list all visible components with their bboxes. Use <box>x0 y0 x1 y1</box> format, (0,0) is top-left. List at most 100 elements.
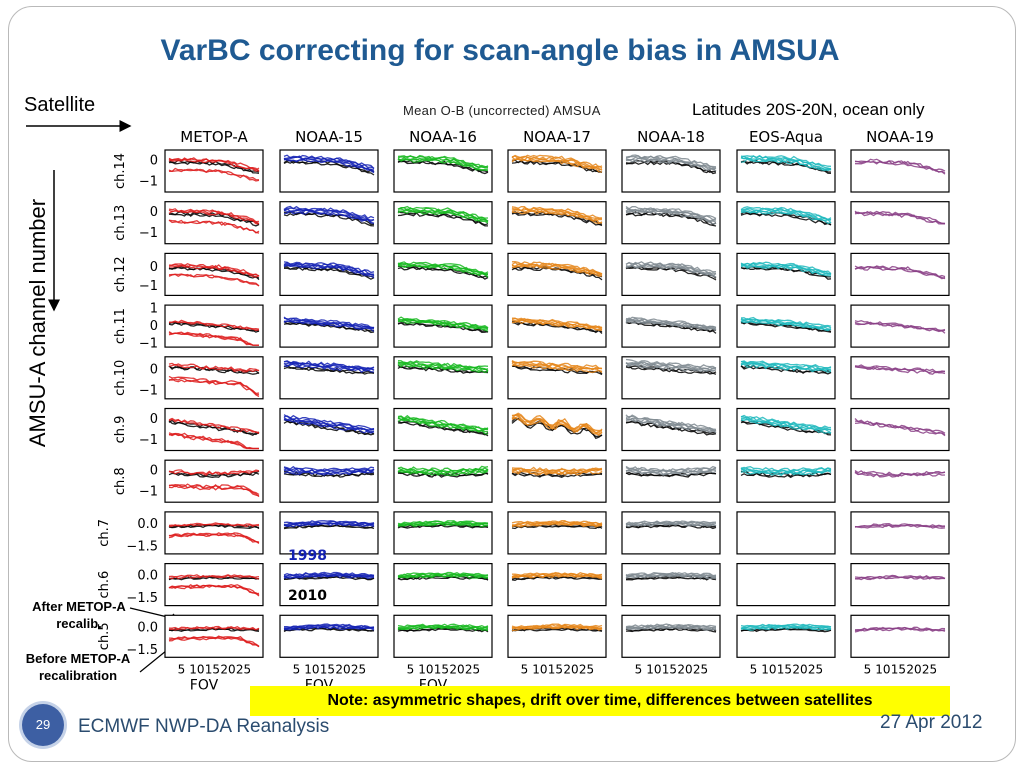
series-line <box>625 358 717 369</box>
y-tick-label: 0.0 <box>137 569 158 584</box>
series-line <box>398 320 489 332</box>
chart-title: Mean O-B (uncorrected) AMSUA <box>403 103 601 118</box>
channel-label-ch8: ch.8 <box>113 467 128 495</box>
series-line <box>168 211 260 226</box>
series-line <box>625 520 717 525</box>
series-line <box>168 331 259 346</box>
x-tick-label: 20 <box>677 662 692 676</box>
year-label-1998: 1998 <box>288 548 327 564</box>
page-number-badge: 29 <box>22 704 64 746</box>
series-line <box>283 262 375 276</box>
series-line <box>168 584 260 595</box>
series-line <box>740 261 832 275</box>
x-tick-label: 20 <box>335 662 350 676</box>
channel-label-ch12: ch.12 <box>113 256 128 292</box>
panel-noaa-18-ch9 <box>621 407 721 452</box>
series-line <box>168 522 260 527</box>
panel-noaa-17-ch10 <box>507 356 607 400</box>
series-line <box>283 159 375 173</box>
panel-noaa-17-ch5 <box>507 614 607 658</box>
series-line <box>168 574 260 578</box>
y-tick-label: 0.0 <box>137 517 158 532</box>
panel-noaa-19-ch7 <box>850 511 950 555</box>
series-line <box>168 208 260 223</box>
y-tick-label: −1 <box>139 433 158 448</box>
panel-noaa-17-ch8 <box>507 459 607 503</box>
series-line <box>397 359 489 369</box>
y-tick-label: −1.5 <box>126 643 158 658</box>
series-line <box>511 159 603 173</box>
panel-noaa-19-ch8 <box>850 459 950 503</box>
series-line <box>283 415 375 431</box>
series-line <box>740 262 832 275</box>
y-tick-label: −1 <box>139 175 158 190</box>
panel-noaa-19-ch10 <box>850 356 950 400</box>
series-line <box>740 625 832 631</box>
series-line <box>397 571 489 577</box>
panel-eos-aqua-ch8 <box>736 459 836 503</box>
panel-noaa-19-ch5 <box>850 614 950 658</box>
series-line <box>168 418 260 435</box>
series-line <box>397 624 489 629</box>
slide-frame <box>8 6 1016 762</box>
x-axis-label: FOV <box>190 677 219 693</box>
series-line <box>168 362 260 372</box>
series-line <box>168 432 259 450</box>
y-tick-label: −1 <box>139 337 158 352</box>
series-line <box>511 520 603 525</box>
panel-noaa-15-ch5 <box>279 614 379 658</box>
series-line <box>169 625 260 631</box>
series-line <box>397 520 489 525</box>
series-line <box>511 360 603 370</box>
y-tick-label: 0 <box>150 205 158 220</box>
series-line <box>625 414 717 431</box>
series-line <box>511 414 603 432</box>
series-line <box>397 465 489 472</box>
x-tick-label: 20 <box>449 662 464 676</box>
panel-noaa-16-ch8 <box>393 459 493 503</box>
series-line <box>397 467 489 473</box>
series-line <box>168 635 260 648</box>
x-tick-label: 5 <box>407 662 415 676</box>
series-line <box>168 157 260 171</box>
x-tick-label: 20 <box>792 662 807 676</box>
series-line <box>625 421 717 436</box>
satellite-header-noaa-19: NOAA-19 <box>866 128 934 146</box>
series-line <box>283 520 375 525</box>
series-line <box>511 260 603 275</box>
channel-label-ch11: ch.11 <box>113 308 128 344</box>
series-line <box>511 571 603 576</box>
series-line <box>397 158 489 171</box>
x-tick-label: 20 <box>220 662 235 676</box>
series-line <box>397 205 489 219</box>
series-line <box>740 626 832 631</box>
y-tick-label: 0 <box>150 319 158 334</box>
series-line <box>283 316 375 329</box>
series-line <box>511 624 603 630</box>
x-tick-label: 25 <box>579 662 594 676</box>
x-tick-label: 10 <box>875 662 890 676</box>
series-line <box>283 320 374 330</box>
panel-metop-a-ch8 <box>164 459 264 503</box>
x-tick-label: 10 <box>532 662 547 676</box>
channel-label-ch6: ch.6 <box>97 571 112 599</box>
series-line <box>625 524 717 530</box>
series-line <box>854 320 946 332</box>
series-line <box>397 471 489 477</box>
series-line <box>854 211 945 225</box>
series-line <box>168 363 260 373</box>
series-line <box>283 261 375 274</box>
series-line <box>283 414 375 430</box>
y-tick-label: 0 <box>150 154 158 169</box>
x-tick-label: 15 <box>662 662 677 676</box>
series-line <box>168 523 260 528</box>
panel-metop-a-ch9 <box>164 407 264 452</box>
channel-label-ch14: ch.14 <box>113 153 128 189</box>
series-line <box>854 364 946 373</box>
panel-noaa-16-ch5 <box>393 614 493 658</box>
panel-noaa-15-ch8 <box>279 459 379 503</box>
x-tick-label: 15 <box>205 662 220 676</box>
series-line <box>625 364 717 373</box>
series-line <box>740 466 832 473</box>
